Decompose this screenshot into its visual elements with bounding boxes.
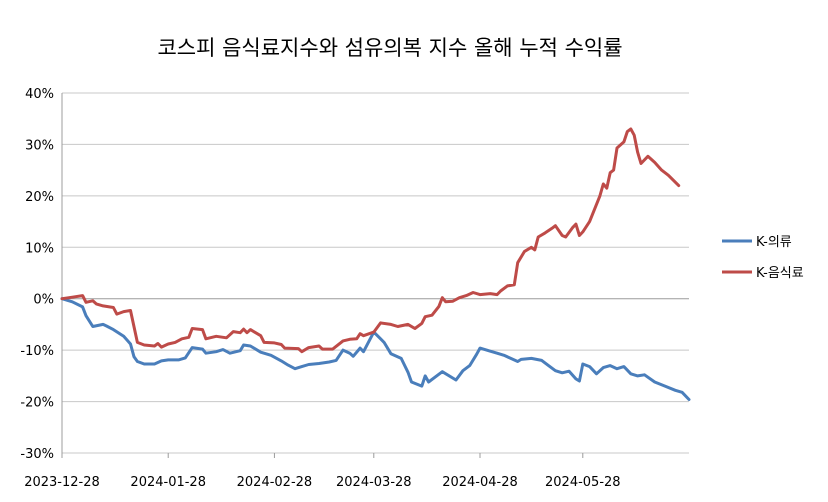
y-tick-label: -10% [20, 344, 54, 359]
y-tick-label: 30% [25, 138, 54, 153]
legend: K-의류 K-음식료 [722, 235, 804, 281]
series-line-2 [60, 127, 681, 354]
x-tick-label: 2024-03-28 [336, 475, 412, 490]
x-tick-label: 2024-04-28 [442, 475, 518, 490]
legend-label: K-의류 [756, 235, 792, 250]
y-tick-label: -30% [20, 447, 54, 462]
x-tick-label: 2024-05-28 [545, 475, 621, 490]
chart-title: 코스피 음식료지수와 섬유의복 지수 올해 누적 수익률 [157, 36, 622, 60]
y-tick-label: -20% [20, 396, 54, 411]
y-tick-label: 20% [25, 190, 54, 205]
x-axis-ticks: 2023-12-28 2024-01-28 2024-02-28 2024-03-28… [24, 453, 621, 490]
x-tick-label: 2024-02-28 [237, 475, 313, 490]
series-line-1 [60, 297, 691, 401]
y-tick-label: 40% [25, 87, 54, 102]
x-tick-label: 2024-01-28 [130, 475, 206, 490]
y-axis-ticks: -30% -20% -10% 0% 10% 20% 30% 40% [20, 87, 54, 462]
y-tick-label: 0% [33, 293, 54, 308]
gridlines [61, 92, 689, 454]
y-tick-label: 10% [25, 241, 54, 256]
series-lines [60, 127, 691, 401]
legend-label: K-음식료 [756, 266, 804, 281]
x-tick-label: 2023-12-28 [24, 475, 100, 490]
